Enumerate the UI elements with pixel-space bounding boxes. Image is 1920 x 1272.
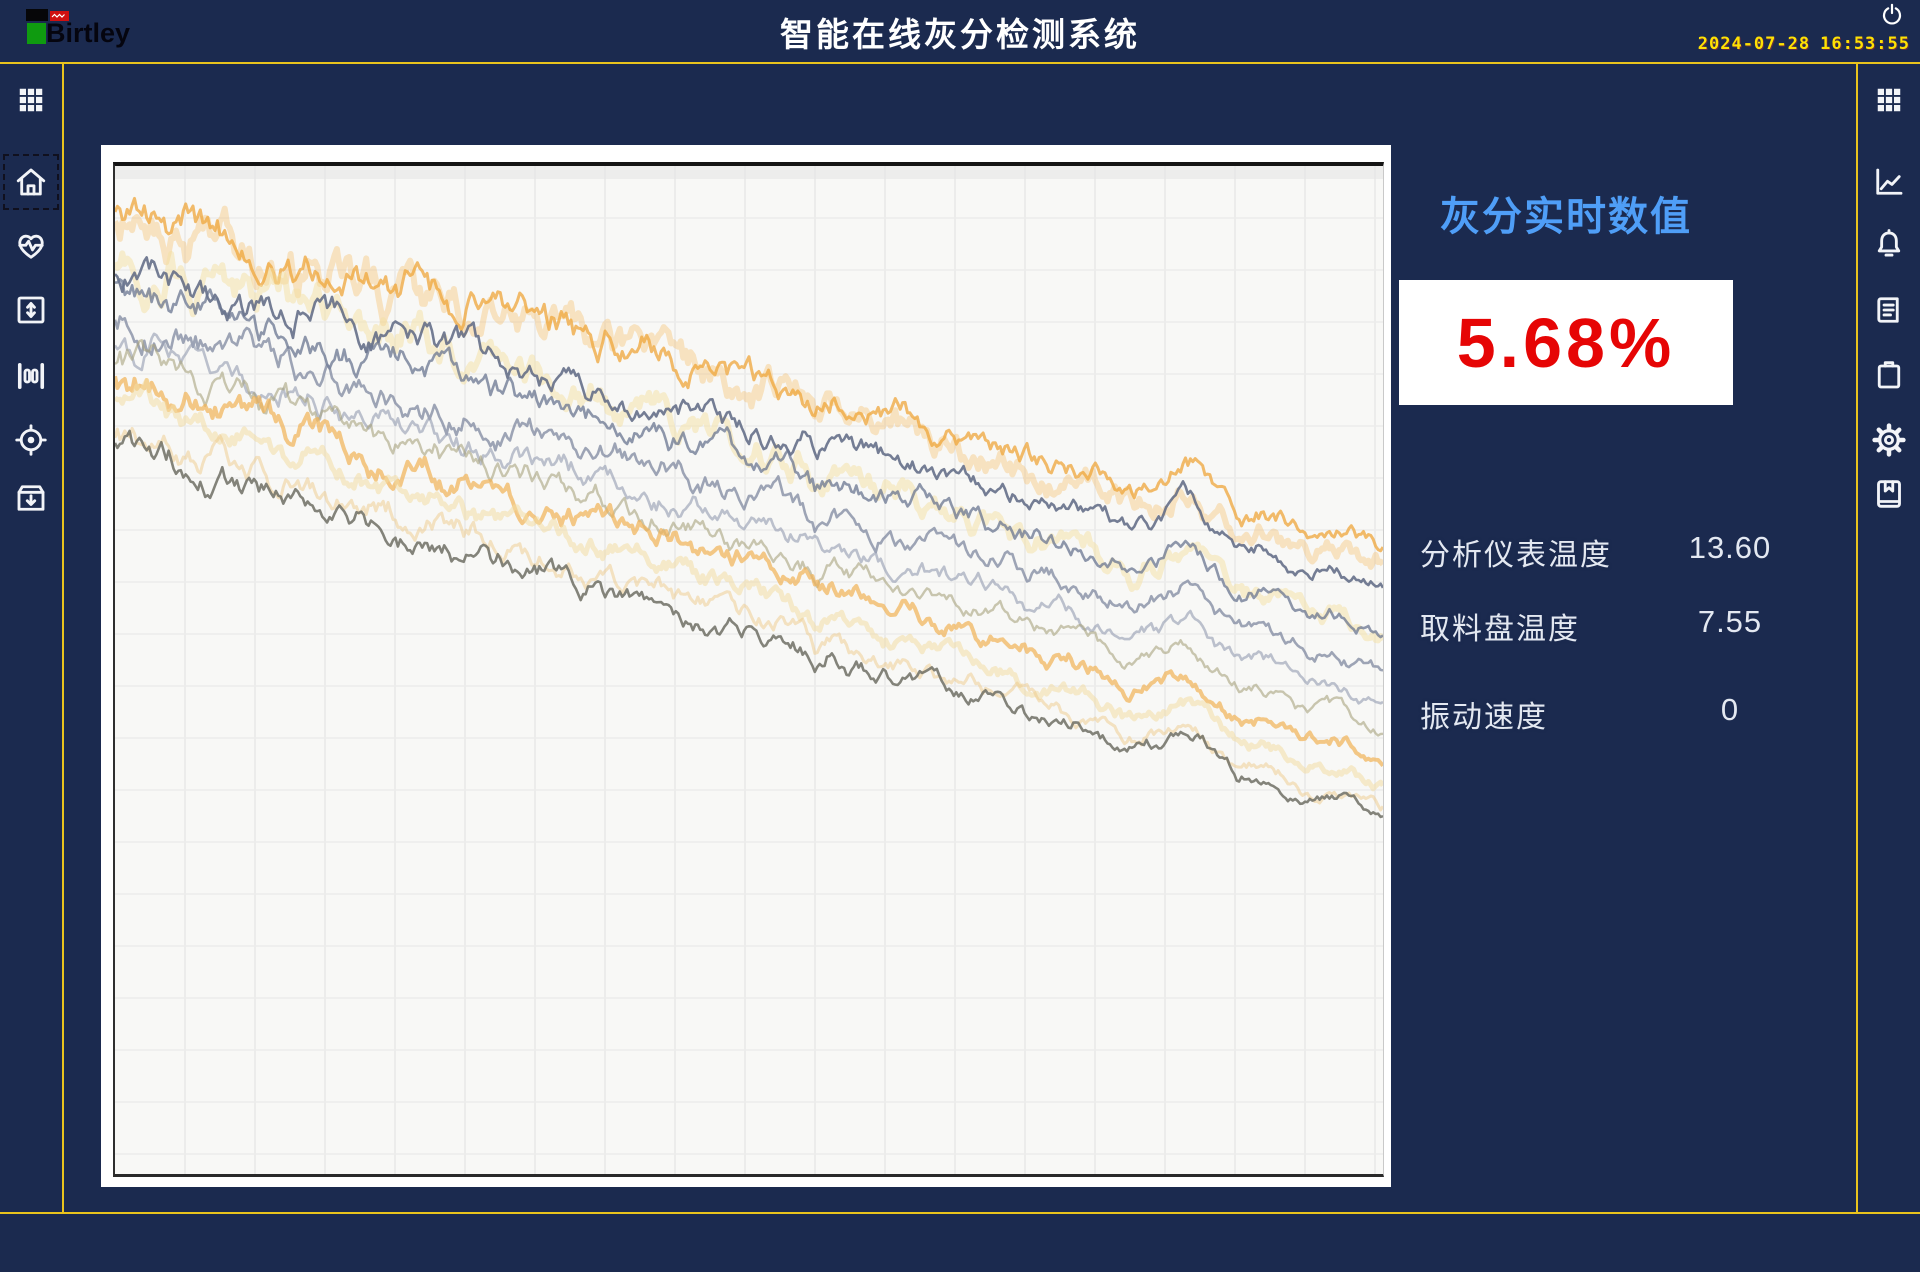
alarm-bell-icon [1871,226,1907,262]
saved-book-icon [1871,476,1907,512]
reading-label: 分析仪表温度 [1420,539,1612,572]
logo-text: Birtley [46,18,131,48]
ash-value-box: 5.68% [1399,280,1733,405]
reading-label: 振动速度 [1420,701,1548,734]
trend-chart-frame [113,162,1384,1177]
reading-label: 取料盘温度 [1420,613,1580,646]
clipboard-button[interactable] [1867,353,1911,397]
footer-bar [0,1212,1920,1272]
apps-grid-button[interactable] [1867,78,1911,122]
heart-pulse-icon [13,228,49,264]
apps-grid-button[interactable] [9,78,53,122]
apps-grid-icon [16,85,46,115]
archive-in-button[interactable] [9,476,53,520]
reading-value: 7.55 [1697,604,1763,639]
home-button[interactable] [3,154,59,210]
ash-panel-title: 灰分实时数值 [1440,195,1692,239]
saved-book-button[interactable] [1867,472,1911,516]
birtley-logo: Birtley [8,4,148,58]
report-document-button[interactable] [1867,288,1911,332]
apps-grid-icon [1874,85,1904,115]
target-calibrate-button[interactable] [9,418,53,462]
reading-value: 0 [1720,692,1740,727]
clipboard-icon [1871,357,1907,393]
trend-chart-panel [101,145,1391,1187]
header-bar: Birtley 智能在线灰分检测系统 2024-07-28 16:53:55 [0,0,1920,64]
date-text: 2024-07-28 [1697,34,1811,54]
ash-value: 5.68% [1456,303,1676,382]
left-sidebar [0,64,64,1212]
home-icon [13,164,49,200]
target-calibrate-icon [13,422,49,458]
vertical-adjust-button[interactable] [9,288,53,332]
reading-row-tray-temp: 取料盘温度 7.55 [1390,604,1858,646]
gate-bars-icon [13,358,49,394]
alarm-bell-button[interactable] [1867,222,1911,266]
reading-row-analyzer-temp: 分析仪表温度 13.60 [1390,530,1858,572]
page-title: 智能在线灰分检测系统 [780,16,1140,53]
trend-chart-icon [1871,164,1907,200]
reading-value: 13.60 [1688,530,1772,565]
logo-zigzag-icon [51,13,65,18]
vertical-adjust-icon [13,292,49,328]
report-document-icon [1871,292,1907,328]
archive-in-icon [13,480,49,516]
datetime-display: 2024-07-28 16:53:55 [1698,34,1910,54]
power-icon[interactable] [1880,2,1904,26]
logo-green-square [27,23,46,44]
settings-gear-button[interactable] [1867,418,1911,462]
heart-pulse-button[interactable] [9,224,53,268]
gate-bars-button[interactable] [9,354,53,398]
right-sidebar [1856,64,1920,1212]
reading-row-vibration-speed: 振动速度 0 [1390,692,1858,734]
trend-chart [115,166,1383,1174]
time-text: 16:53:55 [1820,34,1910,54]
trend-chart-button[interactable] [1867,160,1911,204]
logo-red-square [50,11,69,21]
clock-area: 2024-07-28 16:53:55 [1698,2,1910,54]
settings-gear-icon [1871,422,1907,458]
ash-info-panel: 灰分实时数值 5.68% 分析仪表温度 13.60 取料盘温度 7.55 振动速… [1390,64,1858,1212]
logo-black-square [26,9,48,21]
